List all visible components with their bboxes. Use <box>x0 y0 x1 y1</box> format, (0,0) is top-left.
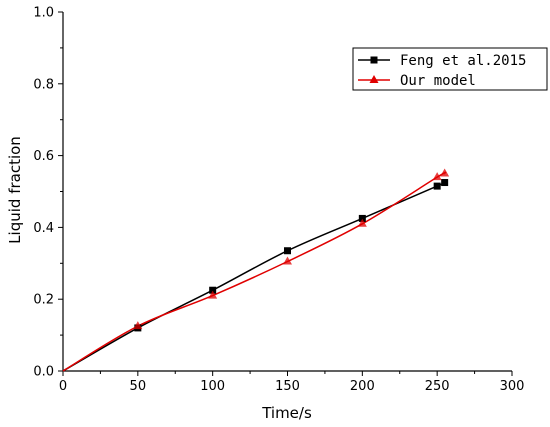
data-point-triangle <box>357 218 367 227</box>
legend-label-ours: Our model <box>400 73 476 89</box>
y-tick-label: 0.0 <box>33 365 54 380</box>
data-point-triangle <box>283 256 292 265</box>
axis-ticks: 0 50 100 150 200 250 300 0.0 0.2 0.4 0.6 0.8 1.0 <box>33 6 524 395</box>
series-line-1 <box>62 171 447 372</box>
y-axis-label: Liquid fraction <box>6 136 24 244</box>
legend-label-feng: Feng et al.2015 <box>400 53 526 69</box>
x-tick-label: 100 <box>200 379 225 394</box>
data-point-square <box>358 214 366 222</box>
data-point-triangle <box>208 290 218 299</box>
legend-marker-feng <box>370 56 378 64</box>
series-markers <box>133 168 450 332</box>
y-tick-label: 0.4 <box>33 221 54 236</box>
x-tick-label: 300 <box>500 379 525 394</box>
x-tick-label: 50 <box>130 379 147 394</box>
y-tick-label: 0.2 <box>33 293 54 308</box>
data-point-triangle <box>440 168 450 177</box>
data-point-square <box>441 179 449 187</box>
x-tick-label: 250 <box>425 379 450 394</box>
series-lines <box>62 171 447 372</box>
y-tick-label: 0.6 <box>33 149 54 164</box>
y-tick-label: 0.8 <box>33 77 54 92</box>
data-point-square <box>433 182 441 190</box>
x-tick-label: 200 <box>350 379 375 394</box>
y-tick-label: 1.0 <box>33 6 54 21</box>
x-tick-label: 0 <box>59 379 67 394</box>
data-point-square <box>209 286 217 294</box>
legend-marker-ours <box>369 75 379 83</box>
data-point-triangle <box>432 172 442 181</box>
legend-box <box>352 47 548 91</box>
x-axis-label: Time/s <box>261 404 312 422</box>
data-point-triangle <box>133 321 143 330</box>
legend: Feng et al.2015 Our model <box>352 47 548 91</box>
x-tick-label: 150 <box>275 379 300 394</box>
data-point-square <box>284 247 291 255</box>
